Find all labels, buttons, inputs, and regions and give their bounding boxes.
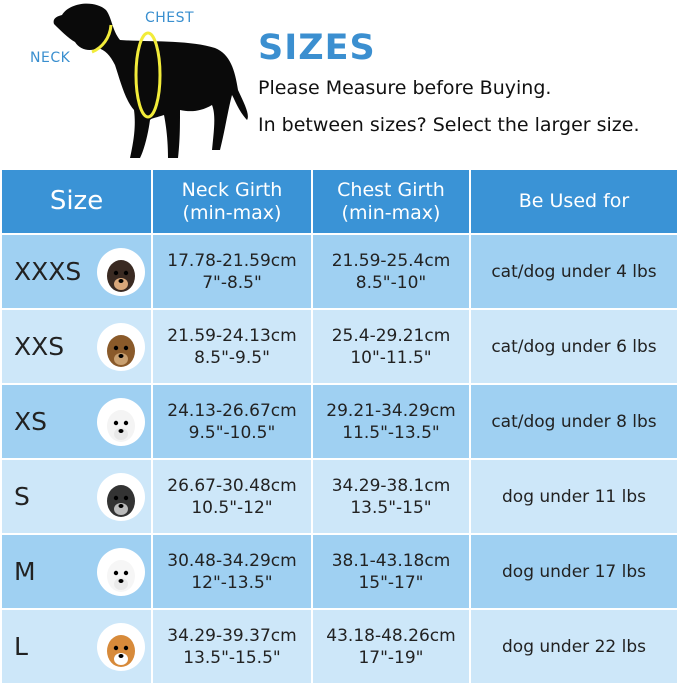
size-cell: XXXS [2,235,151,308]
neck-cm: 26.67-30.48cm [167,475,297,496]
table-row: M 30.48-34.29cm 12"-13.5" 38.1-43.18cm 15"… [2,535,677,608]
subtitle-between-sizes: In between sizes? Select the larger size… [258,114,640,136]
size-label: M [14,556,36,586]
neck-cm: 24.13-26.67cm [167,400,297,421]
header-neck-line2: (min-max) [182,201,282,224]
neck-cm: 17.78-21.59cm [167,250,297,271]
chest-cm: 29.21-34.29cm [326,400,456,421]
size-label: XXS [14,331,65,361]
size-cell: L [2,610,151,683]
chest-cm: 21.59-25.4cm [331,250,451,271]
chest-inches: 10"-11.5" [350,347,432,368]
corgi-photo-icon [97,622,145,671]
neck-inches: 12"-13.5" [191,572,273,593]
size-chart-table: Size Neck Girth (min-max) Chest Girth (min… [0,168,679,685]
table-row: XXXS 17.78-21.59cm 7"-8.5" 21.59-25.4cm 8.… [2,235,677,308]
chest-cm: 34.29-38.1cm [331,475,451,496]
subtitle-measure: Please Measure before Buying. [258,77,552,99]
dog-silhouette-icon [53,3,248,159]
table-row: XXS 21.59-24.13cm 8.5"-9.5" 25.4-29.21cm 1… [2,310,677,383]
neck-inches: 8.5"-9.5" [194,347,270,368]
neck-girth-cell: 30.48-34.29cm 12"-13.5" [153,535,311,608]
chest-inches: 13.5"-15" [350,497,432,518]
neck-girth-cell: 26.67-30.48cm 10.5"-12" [153,460,311,533]
chest-cm: 25.4-29.21cm [331,325,451,346]
page-title: SIZES [258,28,376,68]
size-cell: S [2,460,151,533]
chest-girth-cell: 43.18-48.26cm 17"-19" [313,610,469,683]
neck-girth-cell: 34.29-39.37cm 13.5"-15.5" [153,610,311,683]
neck-inches: 9.5"-10.5" [188,422,276,443]
chest-inches: 17"-19" [358,647,424,668]
be-used-for-cell: dog under 22 lbs [471,610,677,683]
table-row: S 26.67-30.48cm 10.5"-12" 34.29-38.1cm 13.… [2,460,677,533]
size-label: L [14,631,28,661]
be-used-for-cell: dog under 11 lbs [471,460,677,533]
chest-inches: 15"-17" [358,572,424,593]
header-neck-girth: Neck Girth (min-max) [153,170,311,233]
neck-inches: 7"-8.5" [202,272,262,293]
size-label: S [14,481,30,511]
chest-inches: 11.5"-13.5" [342,422,440,443]
size-cell: XXS [2,310,151,383]
table-row: L 34.29-39.37cm 13.5"-15.5" 43.18-48.26cm… [2,610,677,683]
neck-cm: 21.59-24.13cm [167,325,297,346]
chest-girth-cell: 21.59-25.4cm 8.5"-10" [313,235,469,308]
size-cell: M [2,535,151,608]
header-neck-line1: Neck Girth [181,178,283,201]
chest-girth-cell: 38.1-43.18cm 15"-17" [313,535,469,608]
header-chest-line1: Chest Girth [337,178,445,201]
size-guide-header: NECK CHEST SIZES Please Measure before B… [0,0,679,166]
bichon-photo-icon [97,547,145,596]
size-label: XXXS [14,256,82,286]
neck-cm: 34.29-39.37cm [167,625,297,646]
neck-girth-cell: 17.78-21.59cm 7"-8.5" [153,235,311,308]
table-row: XS 24.13-26.67cm 9.5"-10.5" 29.21-34.29cm… [2,385,677,458]
chihuahua-photo-icon [97,247,145,296]
header-size: Size [2,170,151,233]
chest-girth-cell: 29.21-34.29cm 11.5"-13.5" [313,385,469,458]
be-used-for-cell: cat/dog under 8 lbs [471,385,677,458]
chest-label: CHEST [145,10,195,26]
neck-girth-cell: 24.13-26.67cm 9.5"-10.5" [153,385,311,458]
neck-girth-cell: 21.59-24.13cm 8.5"-9.5" [153,310,311,383]
neck-inches: 10.5"-12" [191,497,273,518]
header-chest-line2: (min-max) [341,201,441,224]
header-chest-girth: Chest Girth (min-max) [313,170,469,233]
table-header-row: Size Neck Girth (min-max) Chest Girth (min… [2,170,677,233]
be-used-for-cell: cat/dog under 4 lbs [471,235,677,308]
be-used-for-cell: dog under 17 lbs [471,535,677,608]
size-label: XS [14,406,47,436]
neck-inches: 13.5"-15.5" [183,647,281,668]
chest-inches: 8.5"-10" [355,272,427,293]
chest-girth-cell: 34.29-38.1cm 13.5"-15" [313,460,469,533]
yorkie-photo-icon [97,322,145,371]
chest-girth-cell: 25.4-29.21cm 10"-11.5" [313,310,469,383]
header-be-used-for: Be Used for [471,170,677,233]
size-cell: XS [2,385,151,458]
chest-cm: 38.1-43.18cm [331,550,451,571]
schnauzer-photo-icon [97,472,145,521]
neck-cm: 30.48-34.29cm [167,550,297,571]
chest-cm: 43.18-48.26cm [326,625,456,646]
neck-label: NECK [30,50,71,66]
be-used-for-cell: cat/dog under 6 lbs [471,310,677,383]
maltese-photo-icon [97,397,145,446]
